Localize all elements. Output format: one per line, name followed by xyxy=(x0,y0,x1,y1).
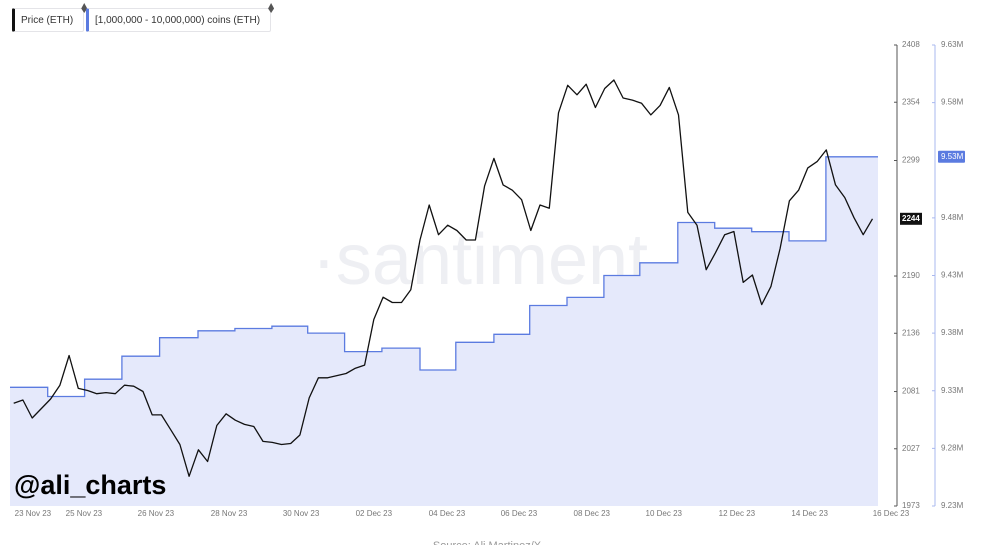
eth-icon xyxy=(268,3,275,13)
y2-tick-label: 9.63M xyxy=(941,40,964,49)
legend-item[interactable]: [1,000,000 - 10,000,000) coins (ETH) xyxy=(86,3,275,32)
value-badge-label: 9.53M xyxy=(941,152,964,161)
value-badge xyxy=(938,150,965,163)
legend-label: [1,000,000 - 10,000,000) coins (ETH) xyxy=(95,14,261,26)
source: Source: Ali Martinez/X xyxy=(433,540,542,545)
area xyxy=(10,156,878,507)
y2-tick-label: 9.38M xyxy=(941,328,964,337)
value-badge xyxy=(900,212,922,225)
price-line xyxy=(13,79,874,477)
y2-tick-label: 9.28M xyxy=(941,443,964,452)
x-tick-label: 16 Dec 23 xyxy=(873,509,910,518)
legend-item[interactable]: Price (ETH) xyxy=(12,3,88,32)
y2-tick-label: 9.23M xyxy=(941,501,964,510)
y-tick-label: 2354 xyxy=(902,97,920,106)
x-tick-label: 12 Dec 23 xyxy=(719,509,756,518)
y-tick-label: 2408 xyxy=(902,40,920,49)
y2-tick-label: 9.33M xyxy=(941,386,964,395)
x-tick-label: 23 Nov 23 xyxy=(15,509,52,518)
x-tick-label: 08 Dec 23 xyxy=(574,509,611,518)
y-tick-label: 1973 xyxy=(902,501,920,510)
x-tick-label: 26 Nov 23 xyxy=(138,509,175,518)
x-tick-label: 10 Dec 23 xyxy=(646,509,683,518)
x-tick-label: 04 Dec 23 xyxy=(429,509,466,518)
y-tick-label: 2190 xyxy=(902,271,920,280)
y-tick-label: 2136 xyxy=(902,328,920,337)
y-tick-label: 2027 xyxy=(902,444,920,453)
x-tick-label: 02 Dec 23 xyxy=(356,509,393,518)
handle: @ali_charts xyxy=(14,470,166,500)
x-tick-label: 30 Nov 23 xyxy=(283,509,320,518)
x-tick-label: 25 Nov 23 xyxy=(66,509,103,518)
y2-tick-label: 9.43M xyxy=(941,271,964,280)
value-badge-label: 2244 xyxy=(902,214,920,223)
watermark: ·santiment xyxy=(312,220,648,300)
x-tick-label: 14 Dec 23 xyxy=(791,509,828,518)
eth-icon xyxy=(81,3,88,13)
y2-tick-label: 9.48M xyxy=(941,213,964,222)
y2-tick-label: 9.58M xyxy=(941,98,964,107)
x-tick-label: 28 Nov 23 xyxy=(211,509,248,518)
y-tick-label: 2299 xyxy=(902,156,920,165)
step-line xyxy=(10,156,878,398)
legend-label: Price (ETH) xyxy=(21,14,74,26)
y-tick-label: 2081 xyxy=(902,387,920,396)
x-tick-label: 06 Dec 23 xyxy=(501,509,538,518)
